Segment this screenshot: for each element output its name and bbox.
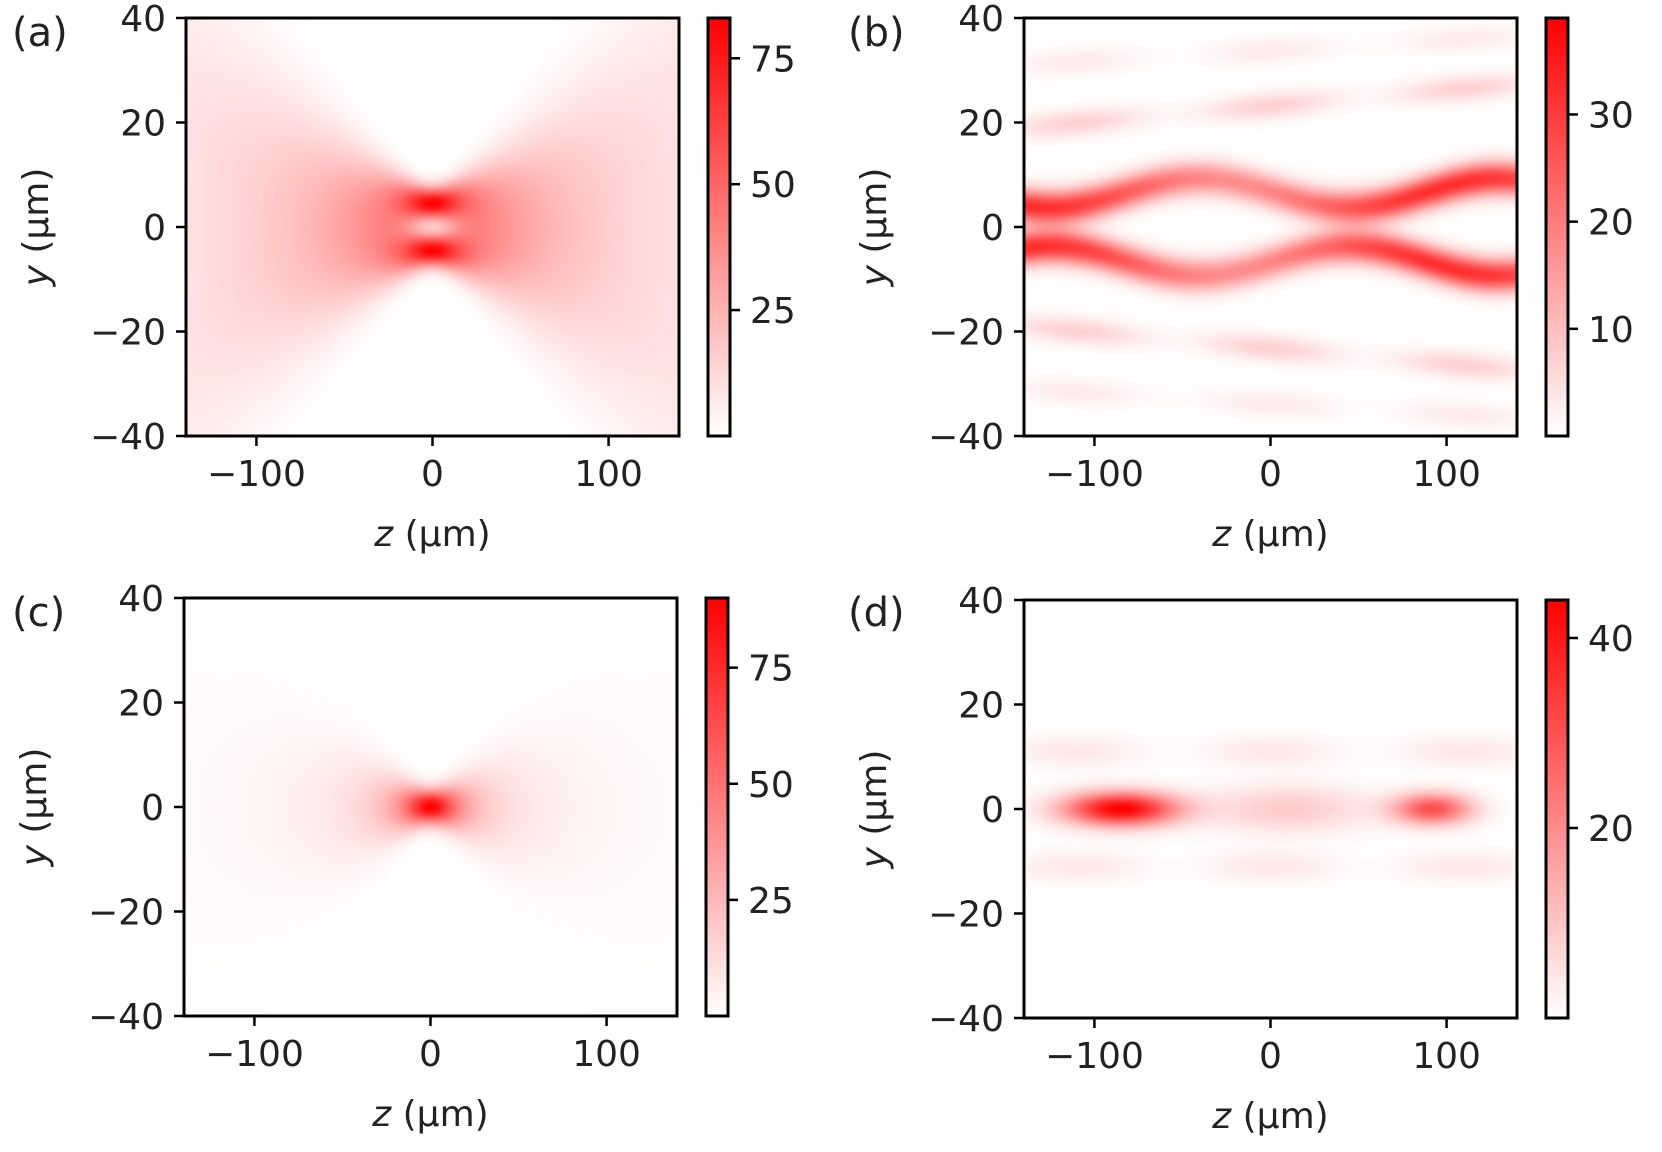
colorbar-tick-label: 50	[748, 765, 794, 806]
colorbar-tick-label: 75	[750, 39, 796, 80]
colorbar-gradient	[1546, 600, 1568, 1018]
colorbar-tick-label: 20	[1588, 203, 1634, 244]
y-tick-label: 0	[143, 208, 166, 249]
x-tick-label: 0	[1259, 454, 1282, 495]
y-tick-label: 40	[118, 579, 164, 620]
panel-label: (d)	[848, 590, 905, 636]
y-axis-unit: (μm)	[16, 168, 57, 266]
y-tick-label: 40	[958, 581, 1004, 622]
x-tick-label: −100	[1045, 454, 1144, 495]
y-tick-label: −40	[88, 997, 164, 1038]
y-tick-label: −40	[90, 417, 166, 458]
heatmap-image	[1024, 600, 1517, 1018]
y-tick-label: 20	[120, 104, 166, 145]
colorbar-tick-label: 20	[1588, 809, 1634, 850]
colorbar-gradient	[708, 18, 730, 436]
colorbar-frame	[1544, 16, 1570, 438]
x-axis-label: z (μm)	[371, 1094, 488, 1135]
heatmap-image	[184, 598, 677, 1016]
colorbar-tick-label: 30	[1588, 95, 1634, 136]
heatmap-image	[186, 18, 679, 436]
x-axis-unit: (μm)	[1231, 1096, 1329, 1137]
y-tick-label: 40	[958, 0, 1004, 40]
panel-label: (a)	[12, 10, 68, 56]
y-axis-var: y	[854, 846, 895, 869]
colorbar-tick-label: 25	[748, 881, 794, 922]
y-tick-label: −20	[88, 893, 164, 934]
colorbar-tick-label: 75	[748, 649, 794, 690]
x-tick-label: −100	[207, 454, 306, 495]
colorbar-tick-label: 40	[1588, 619, 1634, 660]
y-tick-label: 20	[118, 684, 164, 725]
x-tick-label: 100	[1412, 1036, 1481, 1077]
x-axis-label: z (μm)	[1211, 1096, 1328, 1137]
x-tick-label: 0	[421, 454, 444, 495]
y-tick-label: 20	[958, 104, 1004, 145]
y-axis-var: y	[854, 264, 895, 287]
x-axis-var: z	[373, 514, 394, 555]
y-tick-label: 0	[141, 788, 164, 829]
y-axis-label: y (μm)	[854, 168, 895, 288]
y-axis-unit: (μm)	[854, 750, 895, 848]
panel-label: (b)	[848, 10, 905, 56]
y-axis-var: y	[16, 264, 57, 287]
colorbar-frame	[706, 16, 732, 438]
x-axis-label: z (μm)	[373, 514, 490, 555]
x-tick-label: −100	[205, 1034, 304, 1075]
y-tick-label: −40	[928, 999, 1004, 1040]
y-tick-label: 20	[958, 686, 1004, 727]
colorbar-tick-label: 10	[1588, 310, 1634, 351]
x-tick-label: 0	[1259, 1036, 1282, 1077]
y-axis-label: y (μm)	[854, 750, 895, 870]
y-tick-label: −20	[928, 313, 1004, 354]
colorbar-tick-label: 50	[750, 165, 796, 206]
colorbar-tick-label: 25	[750, 291, 796, 332]
y-axis-var: y	[14, 844, 55, 867]
panel-label: (c)	[12, 590, 65, 636]
colorbar-frame	[704, 596, 730, 1018]
colorbar-gradient	[1546, 18, 1568, 436]
x-axis-label: z (μm)	[1211, 514, 1328, 555]
x-tick-label: 100	[574, 454, 643, 495]
x-axis-unit: (μm)	[393, 514, 491, 555]
x-axis-var: z	[1211, 1096, 1232, 1137]
y-axis-label: y (μm)	[14, 748, 55, 868]
x-axis-unit: (μm)	[391, 1094, 489, 1135]
y-axis-unit: (μm)	[14, 748, 55, 846]
y-tick-label: −20	[928, 895, 1004, 936]
heatmap-image	[1024, 18, 1517, 436]
y-tick-label: 40	[120, 0, 166, 40]
x-axis-unit: (μm)	[1231, 514, 1329, 555]
x-tick-label: 100	[1412, 454, 1481, 495]
x-tick-label: 100	[572, 1034, 641, 1075]
y-tick-label: 0	[981, 208, 1004, 249]
colorbar-gradient	[706, 598, 728, 1016]
x-axis-var: z	[371, 1094, 392, 1135]
y-tick-label: 0	[981, 790, 1004, 831]
x-axis-var: z	[1211, 514, 1232, 555]
y-axis-label: y (μm)	[16, 168, 57, 288]
x-tick-label: 0	[419, 1034, 442, 1075]
x-tick-label: −100	[1045, 1036, 1144, 1077]
y-axis-unit: (μm)	[854, 168, 895, 266]
y-tick-label: −40	[928, 417, 1004, 458]
colorbar-frame	[1544, 598, 1570, 1020]
y-tick-label: −20	[90, 313, 166, 354]
